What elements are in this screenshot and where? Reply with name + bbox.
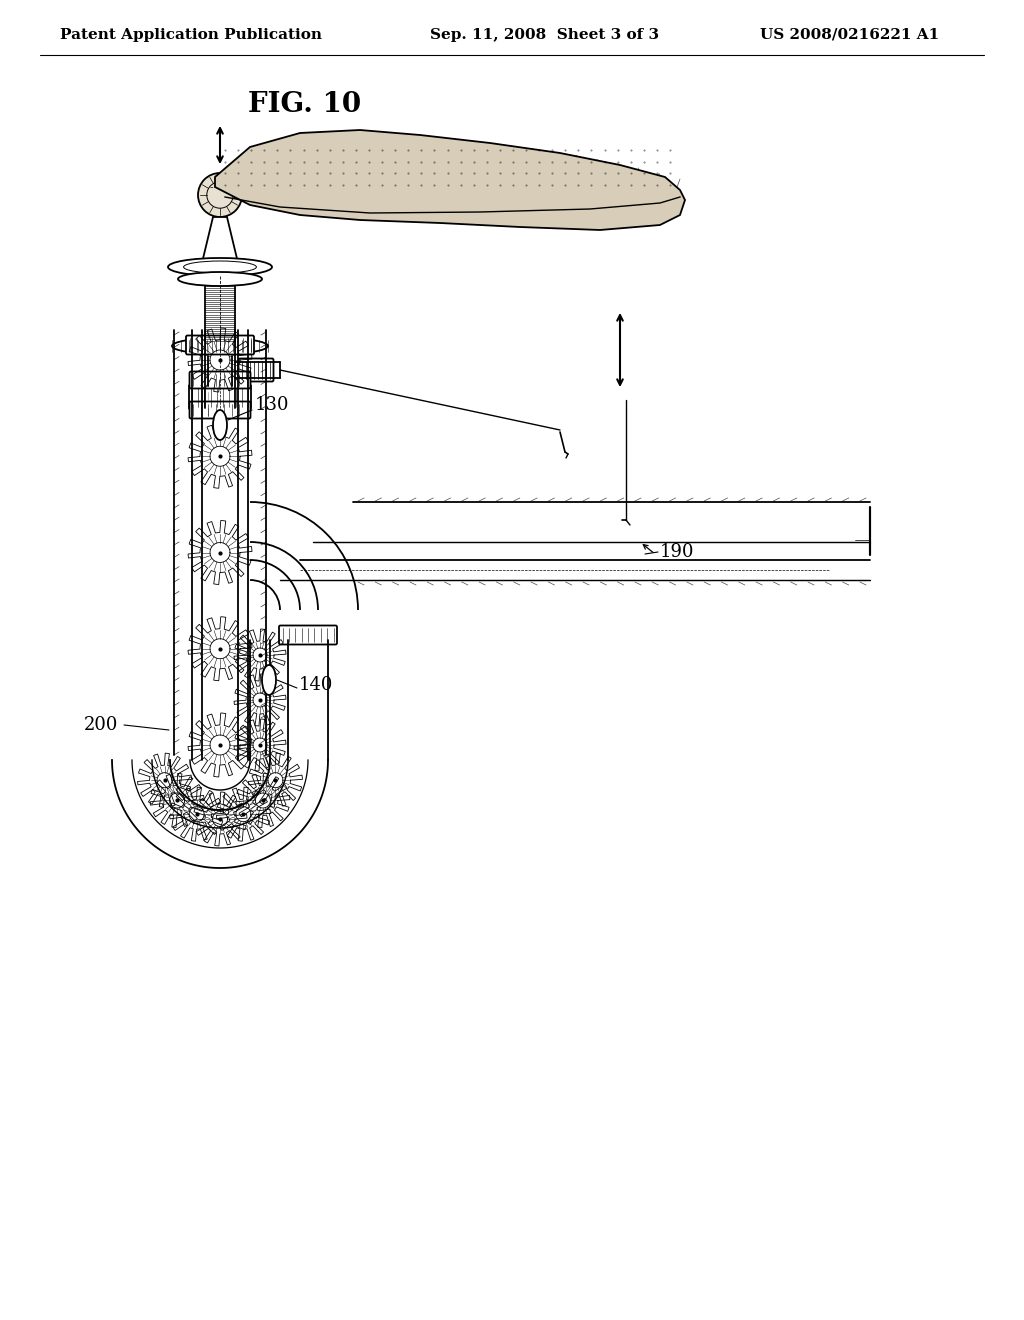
Ellipse shape — [178, 272, 262, 286]
FancyBboxPatch shape — [189, 371, 251, 388]
FancyBboxPatch shape — [186, 335, 254, 355]
Text: Sep. 11, 2008  Sheet 3 of 3: Sep. 11, 2008 Sheet 3 of 3 — [430, 28, 659, 42]
Polygon shape — [215, 129, 685, 230]
Text: FIG. 10: FIG. 10 — [248, 91, 361, 119]
Ellipse shape — [213, 411, 227, 440]
Text: 140: 140 — [299, 676, 334, 694]
Circle shape — [198, 173, 242, 216]
FancyBboxPatch shape — [239, 359, 273, 381]
Text: 190: 190 — [660, 543, 694, 561]
FancyBboxPatch shape — [189, 401, 251, 418]
FancyBboxPatch shape — [279, 626, 337, 644]
Ellipse shape — [168, 257, 272, 276]
Polygon shape — [201, 216, 239, 267]
Text: US 2008/0216221 A1: US 2008/0216221 A1 — [760, 28, 939, 42]
Ellipse shape — [262, 665, 276, 696]
Text: 130: 130 — [255, 396, 290, 414]
Text: 200: 200 — [84, 715, 119, 734]
Ellipse shape — [172, 338, 268, 354]
Text: Patent Application Publication: Patent Application Publication — [60, 28, 322, 42]
FancyBboxPatch shape — [189, 385, 251, 409]
